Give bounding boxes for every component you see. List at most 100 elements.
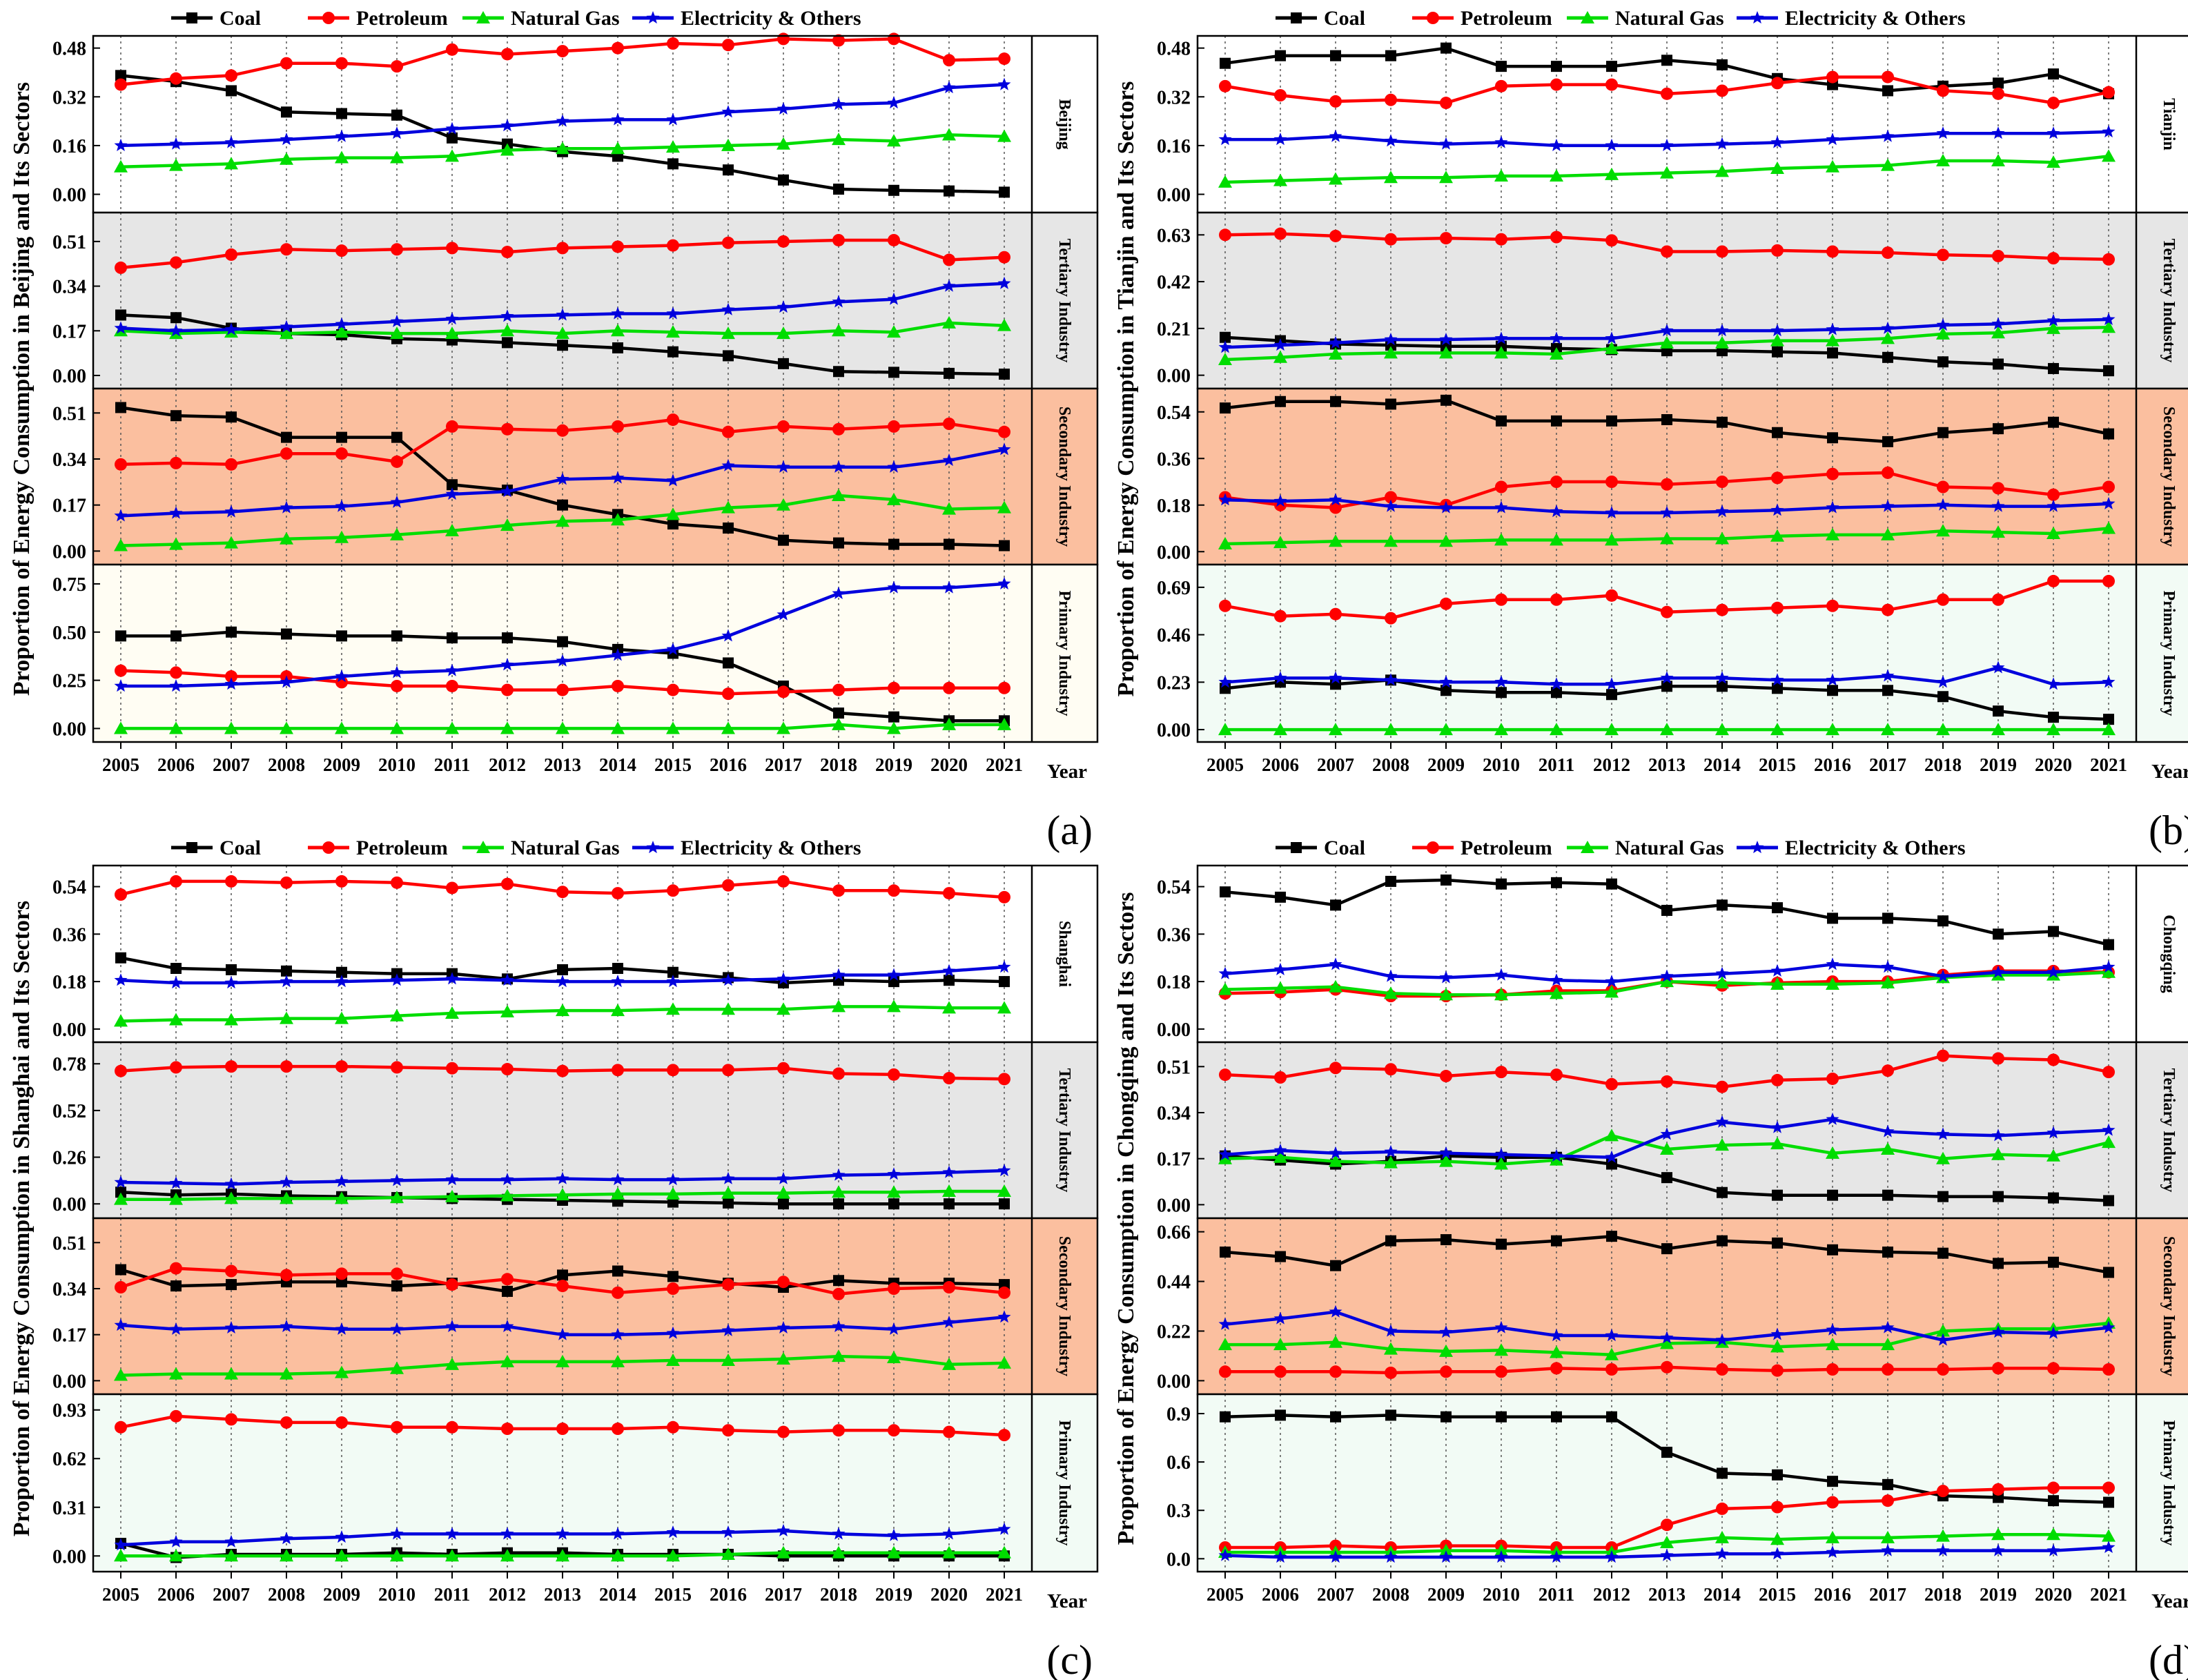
data-point — [170, 1409, 182, 1423]
data-point — [1770, 1327, 1784, 1340]
y-tick-label: 0.23 — [1157, 672, 1191, 694]
data-point — [1826, 1322, 1839, 1336]
data-point — [170, 1280, 182, 1292]
legend-marker-star-icon — [1750, 11, 1764, 24]
data-point — [445, 523, 459, 536]
data-point — [1827, 1244, 1838, 1256]
data-point — [1218, 1548, 1232, 1561]
data-point — [2048, 926, 2059, 937]
data-point — [1715, 671, 1729, 684]
series-petroleum — [115, 233, 1010, 274]
y-tick-label: 0.36 — [1157, 449, 1191, 470]
data-point — [1936, 1324, 1950, 1337]
x-tick-label: 2019 — [875, 754, 912, 775]
data-point — [1273, 536, 1287, 549]
x-tick-label: 2008 — [268, 754, 305, 775]
data-point — [776, 326, 790, 340]
data-point — [445, 1357, 459, 1370]
x-tick-label: 2012 — [1593, 754, 1630, 775]
data-point — [667, 518, 678, 530]
series-coal — [1220, 875, 2114, 950]
data-point — [1826, 1545, 1839, 1559]
data-point — [1274, 89, 1287, 102]
y-tick-label: 0.44 — [1157, 1272, 1191, 1293]
data-point — [832, 1424, 845, 1437]
data-point — [169, 721, 183, 734]
data-point — [226, 85, 237, 97]
data-point — [1385, 1366, 1397, 1379]
data-point — [942, 279, 956, 292]
data-point — [666, 1549, 680, 1562]
data-point — [1826, 1363, 1839, 1376]
subplot-label: Tianjin — [2160, 98, 2178, 150]
data-point — [1605, 167, 1619, 180]
data-point — [1827, 1476, 1838, 1487]
data-point — [997, 1522, 1011, 1535]
data-point — [1882, 1247, 1893, 1258]
data-point — [944, 185, 955, 197]
data-point — [667, 1271, 678, 1282]
data-point — [776, 1171, 790, 1184]
data-point — [2048, 68, 2059, 80]
data-point — [390, 314, 404, 327]
data-point — [1881, 669, 1895, 682]
data-point — [280, 57, 293, 70]
data-point — [2103, 1195, 2114, 1207]
y-tick-label: 0.00 — [1157, 185, 1191, 206]
data-point — [114, 159, 128, 173]
data-point — [114, 679, 128, 692]
data-point — [1826, 1112, 1839, 1125]
data-point — [280, 721, 293, 734]
data-point — [556, 654, 569, 667]
x-tick-label: 2009 — [323, 754, 360, 775]
legend-label: Natural Gas — [1615, 837, 1724, 859]
subplot-label-strip — [1032, 36, 1097, 213]
data-point — [500, 485, 514, 498]
data-point — [335, 975, 349, 988]
data-point — [777, 420, 790, 433]
data-point — [1605, 1150, 1619, 1163]
data-point — [1715, 164, 1729, 177]
data-point — [1494, 1343, 1508, 1356]
data-point — [224, 1013, 238, 1026]
legend-label: Coal — [219, 837, 261, 859]
data-point — [225, 458, 237, 471]
data-point — [335, 57, 348, 70]
data-point — [997, 1164, 1011, 1177]
data-point — [943, 253, 955, 266]
data-point — [1273, 350, 1287, 363]
data-point — [169, 158, 183, 171]
series-natural-gas — [114, 717, 1011, 734]
x-tick-label: 2013 — [544, 1584, 581, 1605]
data-point — [777, 1276, 790, 1289]
data-point — [2102, 320, 2116, 333]
data-point — [1991, 499, 2005, 512]
data-point — [999, 369, 1010, 380]
data-point — [225, 875, 237, 888]
x-tick-label: 2006 — [157, 1584, 195, 1605]
data-point — [1827, 347, 1838, 359]
data-point — [1660, 1535, 1674, 1548]
data-point — [942, 502, 956, 515]
data-point — [888, 681, 900, 694]
data-point — [887, 1351, 901, 1364]
data-point — [776, 1186, 790, 1199]
data-point — [1218, 1147, 1232, 1160]
y-tick-label: 0.34 — [52, 277, 86, 298]
data-point — [1550, 973, 1563, 986]
data-point — [501, 1273, 514, 1286]
data-point — [1881, 723, 1895, 736]
subplot-label: Shanghai — [1055, 921, 1073, 987]
data-point — [224, 135, 238, 148]
data-point — [2102, 521, 2116, 534]
data-point — [666, 113, 680, 126]
data-point — [445, 121, 459, 135]
data-point — [1993, 1258, 2004, 1269]
data-point — [1384, 723, 1398, 736]
data-point — [501, 683, 514, 696]
data-point — [1384, 1155, 1398, 1169]
data-point — [1494, 723, 1508, 736]
data-point — [391, 109, 402, 121]
data-point — [1937, 593, 1949, 606]
data-point — [2047, 97, 2060, 110]
